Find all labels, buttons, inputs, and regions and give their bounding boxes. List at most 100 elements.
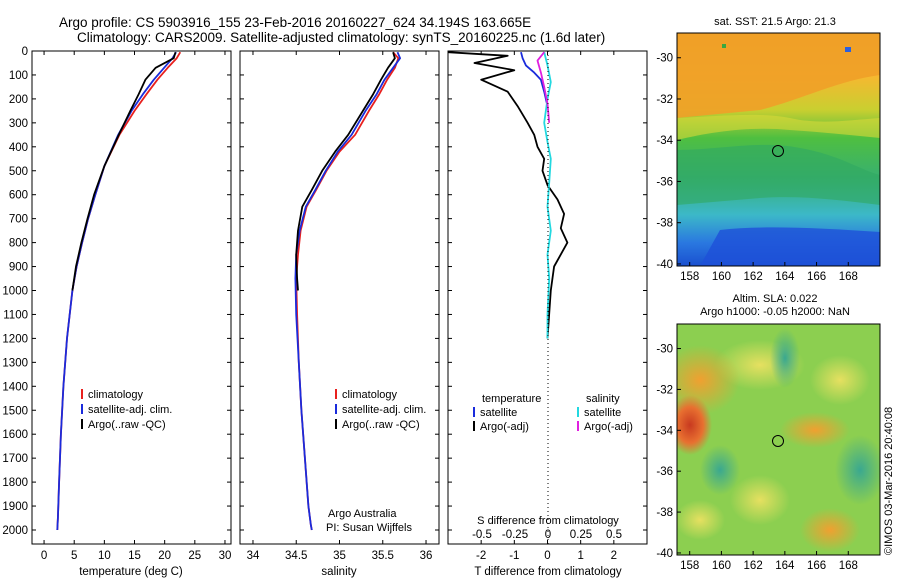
legend-label: satellite-adj. clim.	[88, 404, 172, 416]
salinity-x-tick-label: 34	[247, 550, 260, 562]
sst-map-frame	[676, 32, 881, 267]
temperature-panel-frame	[31, 50, 232, 545]
salinity-legend: climatology satellite-adj. clim. Argo(..ra…	[335, 389, 426, 431]
temperature-series-climatology	[56, 51, 182, 531]
map-lon-label: 168	[839, 271, 858, 283]
sla-teal-patch	[770, 328, 800, 388]
map-lat-label: -38	[656, 218, 673, 230]
depth-tick-label: 400	[9, 142, 28, 154]
difference-legend: temperature salinity satellite satellite Arg…	[473, 393, 633, 433]
depth-tick-label: 1300	[2, 357, 28, 369]
depth-tick-label: 300	[9, 118, 28, 130]
legend-label: climatology	[88, 389, 144, 401]
salinity-ticks: 34 34.5 35 35.5 36	[240, 50, 439, 562]
temperature-series-satellite-adj-clim-	[56, 51, 177, 531]
difference-series-s-satellite	[543, 51, 552, 339]
depth-tick-label: 1700	[2, 453, 28, 465]
legend-label: satellite	[480, 407, 517, 419]
legend-label: salinity	[586, 393, 620, 405]
difference-x-tick-label: 2	[611, 550, 617, 562]
sst-pixel	[722, 44, 726, 48]
sla-teal-patch	[700, 445, 740, 495]
depth-tick-label: 1200	[2, 333, 28, 345]
temperature-x-tick-label: 25	[188, 550, 201, 562]
map-lon-label: 164	[775, 271, 795, 283]
difference-series-t-satellite	[520, 51, 549, 107]
s-tick-label: 0	[545, 529, 551, 541]
depth-tick-label: 200	[9, 94, 28, 106]
depth-tick-label: 1800	[2, 477, 28, 489]
map-lon-label: 162	[744, 560, 763, 572]
salinity-series-argo-raw-qc-	[295, 51, 396, 291]
sla-map-subtitle: Argo h1000: -0.05 h2000: NaN	[700, 306, 850, 318]
depth-tick-label: 900	[9, 262, 28, 274]
difference-series	[448, 51, 569, 339]
sla-map-title: Altim. SLA: 0.022	[733, 293, 818, 305]
sla-yellow-patch	[677, 500, 725, 540]
temperature-series-argo-raw-qc-	[71, 51, 177, 291]
map-lat-label: -38	[656, 507, 673, 519]
sla-teal-patch	[835, 435, 880, 505]
depth-tick-label: 100	[9, 70, 28, 82]
s-tick-label: -0.25	[502, 529, 528, 541]
depth-tick-label: 600	[9, 190, 28, 202]
map-lat-label: -30	[656, 53, 673, 65]
T-difference-xlabel: T difference from climatology	[474, 566, 621, 578]
sst-map-ticks: 158 160 162 164 166 168 -30 -32 -34 -36 -38 -40	[656, 53, 858, 283]
depth-tick-label: 0	[22, 46, 28, 58]
salinity-xlabel: salinity	[321, 566, 356, 578]
depth-tick-label: 800	[9, 238, 28, 250]
depth-tick-label: 1000	[2, 286, 28, 298]
depth-tick-label: 1400	[2, 381, 28, 393]
temperature-x-tick-label: 0	[41, 550, 47, 562]
S-difference-label: S difference from climatology	[477, 515, 619, 527]
s-tick-label: 0.25	[570, 529, 592, 541]
map-lon-label: 158	[680, 271, 699, 283]
legend-label: Argo(-adj)	[584, 421, 633, 433]
map-lon-label: 162	[744, 271, 763, 283]
sst-cold-band	[700, 227, 880, 266]
map-lon-label: 166	[807, 271, 826, 283]
map-lon-label: 158	[680, 560, 699, 572]
legend-label: climatology	[342, 389, 398, 401]
legend-label: satellite-adj. clim.	[342, 404, 426, 416]
map-lon-label: 160	[712, 560, 731, 572]
legend-label: Argo(..raw -QC)	[88, 419, 166, 431]
s-tick-label: -0.5	[472, 529, 492, 541]
header-line-1: Argo profile: CS 5903916_155 23-Feb-2016…	[59, 15, 531, 30]
depth-tick-label: 700	[9, 214, 28, 226]
map-lat-label: -36	[656, 466, 673, 478]
sst-warm-band	[677, 33, 880, 118]
sla-yellow-patch	[730, 475, 790, 525]
salinity-x-tick-label: 35.5	[372, 550, 394, 562]
map-lat-label: -32	[656, 384, 673, 396]
sla-orange-patch	[800, 508, 860, 552]
map-lon-label: 168	[839, 560, 858, 572]
depth-tick-label: 1500	[2, 405, 28, 417]
legend-label: temperature	[482, 393, 541, 405]
salinity-x-tick-label: 36	[420, 550, 433, 562]
map-lat-label: -32	[656, 94, 673, 106]
map-lat-label: -40	[656, 548, 673, 560]
temperature-legend: climatology satellite-adj. clim. Argo(..ra…	[81, 389, 172, 431]
temperature-series	[56, 51, 182, 531]
map-lat-label: -30	[656, 344, 673, 356]
difference-x-tick-label: -1	[509, 550, 519, 562]
sst-front	[677, 114, 880, 140]
map-lon-label: 160	[712, 271, 731, 283]
header-line-2: Climatology: CARS2009. Satellite-adjuste…	[77, 30, 605, 45]
imos-timestamp: ©IMOS 03-Mar-2016 20:40:08	[883, 407, 895, 555]
map-lon-label: 166	[807, 560, 826, 572]
difference-series-t-argo-adj-	[448, 51, 569, 339]
sla-map-frame	[676, 323, 881, 556]
difference-x-tick-label: -2	[476, 550, 486, 562]
difference-series-s-argo-adj-	[536, 51, 551, 123]
temperature-ticks: 0 5 10 15 20 25 30	[32, 50, 231, 562]
pi-label: PI: Susan Wijffels	[326, 522, 412, 534]
s-tick-label: 0.5	[606, 529, 622, 541]
map-lat-label: -36	[656, 176, 673, 188]
difference-ticks: -2 -1 0 1 2	[448, 50, 647, 562]
temperature-xlabel: temperature (deg C)	[79, 566, 183, 578]
legend-label: satellite	[584, 407, 621, 419]
salinity-series	[294, 51, 402, 531]
